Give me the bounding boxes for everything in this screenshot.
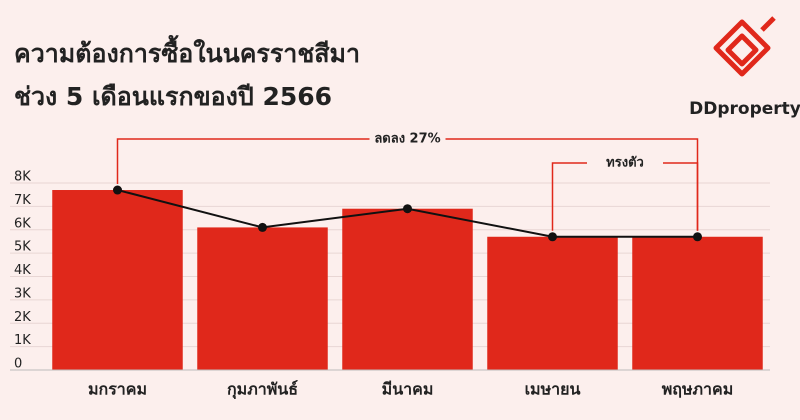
y-tick-label: 1K <box>14 333 31 348</box>
trend-dot <box>693 232 702 242</box>
x-tick-label: กุมภาพันธ์ <box>227 380 298 400</box>
y-tick-label: 5K <box>14 240 31 255</box>
trend-dot <box>548 232 557 242</box>
x-tick-label: เมษายน <box>525 380 581 399</box>
chart-subtitle: ช่วง 5 เดือนแรกของปี 2566 <box>14 82 332 111</box>
trend-dot <box>258 222 267 232</box>
logo-icon <box>713 16 776 77</box>
annotation-bg <box>369 129 446 149</box>
annotation-bg <box>587 153 663 173</box>
trend-dot <box>403 204 412 214</box>
annotation: ลดลง 27% <box>374 132 440 147</box>
chart-title: ความต้องการซื้อในนครราชสีมา <box>14 34 360 68</box>
trend-dot <box>113 185 122 195</box>
y-tick-label: 0 <box>14 357 22 372</box>
bar <box>632 236 763 370</box>
bar <box>197 227 328 370</box>
annotation: ทรงตัว <box>606 156 644 171</box>
x-tick-label: มกราคม <box>88 380 147 399</box>
y-tick-label: 4K <box>14 263 31 278</box>
y-tick-label: 8K <box>14 170 31 185</box>
x-tick-label: พฤษภาคม <box>662 380 734 399</box>
y-tick-label: 2K <box>14 310 31 325</box>
y-tick-label: 6K <box>14 216 31 231</box>
bar <box>342 208 473 370</box>
bar <box>487 236 618 370</box>
annotation-bracket <box>551 162 699 231</box>
y-tick-label: 7K <box>14 193 31 208</box>
y-tick-label: 3K <box>14 286 31 301</box>
bar <box>52 190 183 370</box>
x-tick-label: มีนาคม <box>382 380 434 399</box>
logo-text: DDproperty <box>689 99 800 119</box>
